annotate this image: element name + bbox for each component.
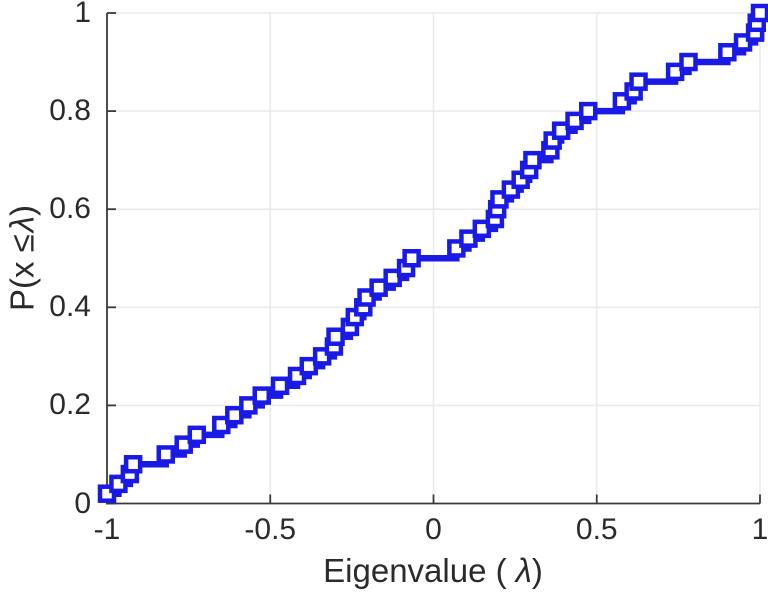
x-tick-label: 1 xyxy=(751,513,768,546)
data-point-marker xyxy=(225,405,244,425)
y-tick-label: 1 xyxy=(74,0,91,29)
data-point-marker xyxy=(239,396,258,415)
data-point-marker xyxy=(718,42,737,62)
lambda-symbol: λ xyxy=(3,215,41,233)
y-tick-label: 0.2 xyxy=(49,388,91,422)
data-point-marker xyxy=(383,268,402,288)
data-point-marker xyxy=(551,121,571,140)
data-point-marker xyxy=(326,327,345,346)
x-tick-label: 0 xyxy=(425,513,442,546)
x-axis-label-close: ) xyxy=(531,552,543,589)
data-point-marker xyxy=(187,425,207,445)
data-point-marker xyxy=(299,356,319,376)
data-point-marker xyxy=(565,111,584,131)
data-point-marker xyxy=(629,72,648,91)
y-tick-label: 0.8 xyxy=(49,94,91,128)
data-point-marker xyxy=(174,435,193,454)
y-axis-label-text: P(x ≤ xyxy=(3,234,41,312)
data-point-marker xyxy=(459,229,478,248)
lambda-symbol: λ xyxy=(515,552,532,589)
data-point-marker xyxy=(369,278,388,297)
x-axis-label-text: Eigenvalue ( xyxy=(323,552,507,589)
data-point-marker xyxy=(750,3,768,23)
x-tick-label: -0.5 xyxy=(244,513,297,546)
data-point-marker xyxy=(270,376,290,396)
x-axis-label: Eigenvalue (λ) xyxy=(323,554,543,587)
data-point-marker xyxy=(212,415,231,435)
y-axis-label: P(x ≤λ) xyxy=(3,204,41,312)
data-point-marker xyxy=(579,101,598,121)
data-point-marker xyxy=(402,249,421,268)
y-axis-label-close: ) xyxy=(3,204,41,216)
y-tick-label: 0 xyxy=(74,486,91,520)
x-tick-label: -1 xyxy=(93,513,121,546)
data-point-marker xyxy=(123,455,143,474)
y-tick-label: 0.4 xyxy=(49,290,91,324)
x-tick-label: 0.5 xyxy=(575,513,618,546)
data-point-marker xyxy=(156,445,176,464)
data-point-marker xyxy=(523,150,542,170)
data-point-marker xyxy=(252,386,272,405)
data-point-marker xyxy=(472,219,492,239)
data-point-marker xyxy=(665,62,685,82)
y-tick-label: 0.6 xyxy=(49,192,91,226)
data-point-marker xyxy=(679,52,698,72)
